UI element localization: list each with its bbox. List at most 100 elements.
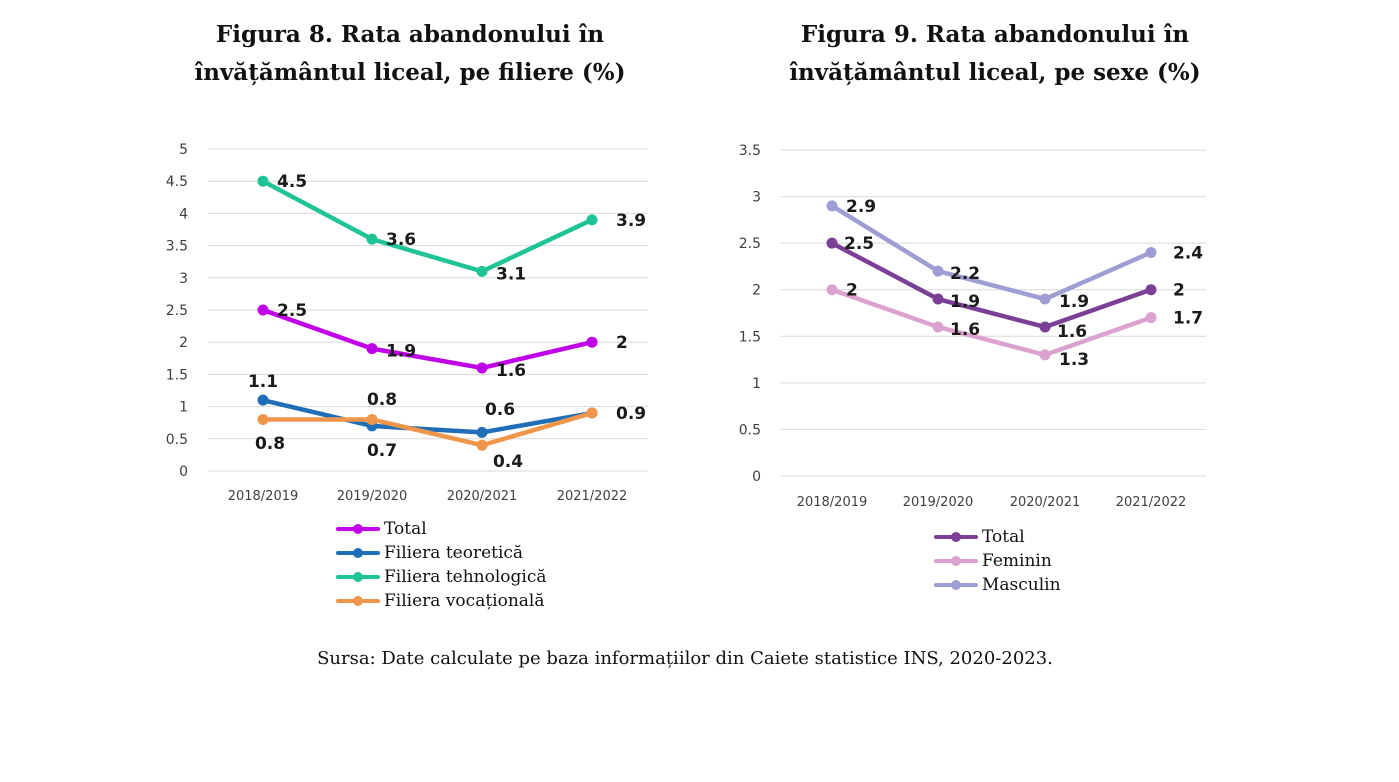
data-label: 0.8 xyxy=(367,390,397,410)
data-label: 3.1 xyxy=(496,264,526,284)
y-tick-label: 1 xyxy=(179,400,188,416)
y-tick-label: 1.5 xyxy=(739,329,761,345)
data-label: 1.6 xyxy=(1057,322,1087,342)
x-tick-label: 2018/2019 xyxy=(228,489,299,504)
data-point-marker xyxy=(1145,246,1157,258)
y-tick-label: 4 xyxy=(179,206,188,222)
figure-8-title: Figura 8. Rata abandonului în învățământ… xyxy=(150,16,670,92)
series-feminin xyxy=(826,284,1157,361)
data-label: 0.6 xyxy=(485,400,515,420)
y-tick-label: 3.5 xyxy=(166,239,188,255)
data-label: 2 xyxy=(1173,281,1185,301)
data-point-marker xyxy=(257,304,269,316)
legend-swatch-icon xyxy=(334,524,382,534)
y-tick-label: 1 xyxy=(752,376,761,392)
legend-swatch-icon xyxy=(334,548,382,558)
data-label: 2.5 xyxy=(277,301,307,321)
data-point-marker xyxy=(476,362,488,374)
data-label: 2.4 xyxy=(1173,243,1203,263)
y-tick-label: 2 xyxy=(179,335,188,351)
figure-9-chart: 0 0.5 1 1.5 2 2.5 3 3.5 2018/2019 2019/2020 2020/2… xyxy=(739,143,1206,510)
figure-9-legend: Total Feminin Masculin xyxy=(932,525,1061,597)
data-point-marker xyxy=(826,284,838,296)
data-point-marker xyxy=(932,321,944,333)
y-tick-label: 3 xyxy=(179,271,188,287)
series-filiera-vocațională xyxy=(257,407,598,451)
data-label: 0.7 xyxy=(367,441,397,461)
data-point-marker xyxy=(257,394,269,406)
data-label: 2 xyxy=(616,333,628,353)
x-tick-label: 2020/2021 xyxy=(1010,495,1081,510)
series-total xyxy=(826,237,1157,333)
data-point-marker xyxy=(932,293,944,305)
data-label: 1.3 xyxy=(1059,350,1089,370)
data-label: 1.9 xyxy=(1059,292,1089,312)
legend-item: Masculin xyxy=(932,573,1061,597)
legend-item: Filiera tehnologică xyxy=(334,565,547,589)
data-label: 1.9 xyxy=(386,342,416,362)
y-tick-label: 5 xyxy=(179,142,188,158)
data-label: 2.9 xyxy=(846,197,876,217)
y-tick-label: 4.5 xyxy=(166,174,188,190)
legend-label: Masculin xyxy=(982,575,1061,595)
legend-item: Feminin xyxy=(932,549,1061,573)
figure-9-title-line-1: Figura 9. Rata abandonului în xyxy=(800,21,1190,48)
y-tick-label: 0.5 xyxy=(739,422,761,438)
x-tick-label: 2021/2022 xyxy=(1116,495,1187,510)
x-tick-label: 2019/2020 xyxy=(903,495,974,510)
y-tick-label: 0 xyxy=(752,469,761,485)
x-tick-label: 2021/2022 xyxy=(557,489,628,504)
legend-item: Filiera teoretică xyxy=(334,541,547,565)
x-tick-label: 2018/2019 xyxy=(797,495,868,510)
data-label: 1.6 xyxy=(950,320,980,340)
legend-label: Total xyxy=(982,527,1025,547)
y-tick-label: 1.5 xyxy=(166,367,188,383)
y-tick-label: 0 xyxy=(179,464,188,480)
data-point-marker xyxy=(366,413,378,425)
data-point-marker xyxy=(257,413,269,425)
legend-label: Filiera tehnologică xyxy=(384,567,547,587)
series-line xyxy=(829,240,1154,330)
figure-9-title: Figura 9. Rata abandonului în învățământ… xyxy=(740,16,1250,92)
legend-label: Filiera vocațională xyxy=(384,591,545,611)
y-tick-label: 2.5 xyxy=(166,303,188,319)
x-tick-label: 2020/2021 xyxy=(447,489,518,504)
legend-item: Total xyxy=(932,525,1061,549)
data-point-marker xyxy=(1039,321,1051,333)
data-point-marker xyxy=(586,214,598,226)
series-line xyxy=(260,307,595,371)
series-line xyxy=(260,397,595,435)
legend-item: Filiera vocațională xyxy=(334,589,547,613)
data-label: 1.7 xyxy=(1173,309,1203,329)
data-label: 0.9 xyxy=(616,404,646,424)
data-label: 1.9 xyxy=(950,292,980,312)
y-tick-label: 2.5 xyxy=(739,236,761,252)
series-total xyxy=(257,304,598,374)
series-masculin xyxy=(826,200,1157,305)
data-label: 0.8 xyxy=(255,434,285,454)
y-tick-label: 3 xyxy=(752,190,761,206)
data-label: 3.6 xyxy=(386,230,416,250)
figure-8-chart: 0 0.5 1 1.5 2 2.5 3 3.5 4 4.5 5 2018/2019 2019/2020 2… xyxy=(166,142,648,504)
data-point-marker xyxy=(586,336,598,348)
data-label: 2.2 xyxy=(950,264,980,284)
figure-9-title-line-2: învățământul liceal, pe sexe (%) xyxy=(789,59,1201,86)
y-tick-label: 3.5 xyxy=(739,143,761,159)
data-label: 2.5 xyxy=(844,234,874,254)
figure-8-title-line-2: învățământul liceal, pe filiere (%) xyxy=(194,59,626,86)
x-tick-label: 2019/2020 xyxy=(337,489,408,504)
data-point-marker xyxy=(932,265,944,277)
data-point-marker xyxy=(586,407,598,419)
data-point-marker xyxy=(366,343,378,355)
data-label: 3.9 xyxy=(616,211,646,231)
data-point-marker xyxy=(257,175,269,187)
legend-swatch-icon xyxy=(334,572,382,582)
data-point-marker xyxy=(1145,284,1157,296)
data-point-marker xyxy=(826,237,838,249)
legend-swatch-icon xyxy=(932,580,980,590)
data-label: 4.5 xyxy=(277,172,307,192)
data-point-marker xyxy=(826,200,838,212)
source-note: Sursa: Date calculate pe baza informații… xyxy=(317,648,1053,669)
legend-swatch-icon xyxy=(932,532,980,542)
legend-label: Feminin xyxy=(982,551,1052,571)
